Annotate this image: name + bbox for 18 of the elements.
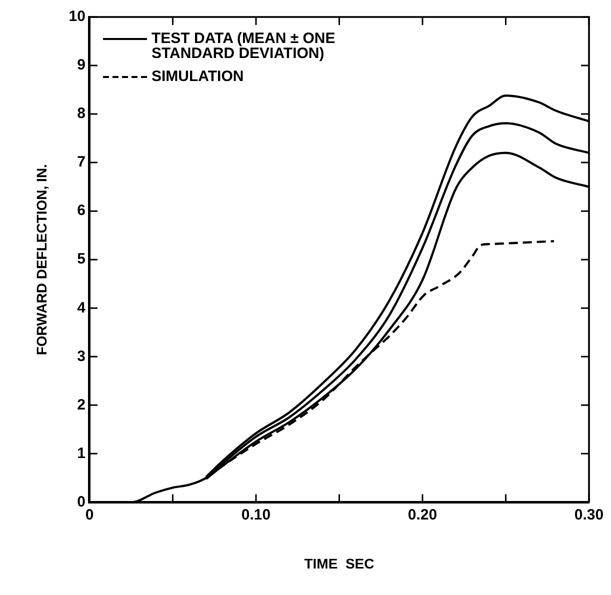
legend-label: TEST DATA (MEAN ± ONE STANDARD DEVIATION) <box>151 30 336 62</box>
x-tick-label: 0.30 <box>574 506 604 524</box>
y-tick-label: 1 <box>77 444 86 462</box>
y-tick-label: 9 <box>77 56 86 74</box>
y-tick-label: 0 <box>77 493 86 510</box>
x-axis-title: TIME SEC <box>304 555 374 572</box>
y-tick-label: 8 <box>77 105 86 122</box>
y-tick-label: 6 <box>77 202 86 220</box>
y-tick-label: 7 <box>77 154 86 171</box>
y-tick-label: 10 <box>68 8 86 26</box>
x-tick-label: 0.10 <box>241 506 271 524</box>
x-tick-label: 0.20 <box>408 506 438 524</box>
y-tick-label: 5 <box>77 250 86 268</box>
y-axis-title: FORWARD DEFLECTION, IN. <box>33 164 50 356</box>
y-tick-label: 2 <box>77 396 86 414</box>
y-tick-label: 3 <box>77 348 86 365</box>
y-tick-label: 4 <box>77 299 86 316</box>
legend-label: SIMULATION <box>151 68 244 85</box>
